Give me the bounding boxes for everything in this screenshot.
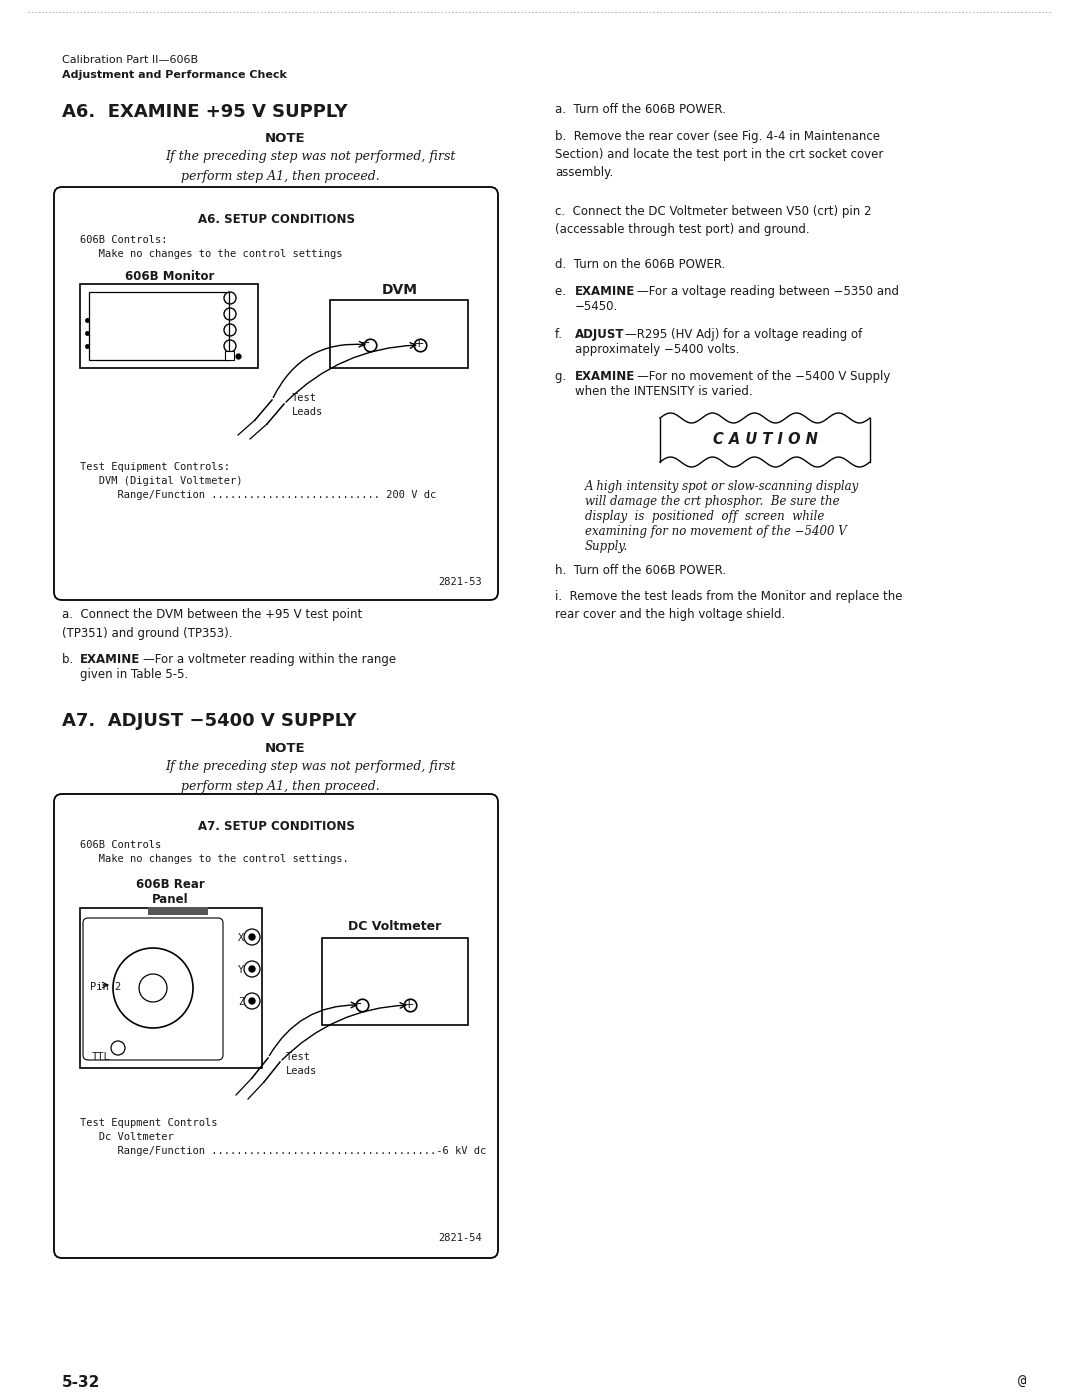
Text: DC Voltmeter: DC Voltmeter <box>349 921 442 933</box>
Text: Test
Leads: Test Leads <box>292 393 323 416</box>
Text: —R295 (HV Adj) for a voltage reading of: —R295 (HV Adj) for a voltage reading of <box>625 328 862 341</box>
Text: approximately −5400 volts.: approximately −5400 volts. <box>575 344 740 356</box>
Text: DVM (Digital Voltmeter): DVM (Digital Voltmeter) <box>80 476 243 486</box>
Text: Panel: Panel <box>151 893 188 907</box>
Text: display  is  positioned  off  screen  while: display is positioned off screen while <box>585 510 824 522</box>
Text: Supply.: Supply. <box>585 541 629 553</box>
Text: Make no changes to the control settings: Make no changes to the control settings <box>80 249 342 258</box>
Text: Calibration Part II—606B: Calibration Part II—606B <box>62 54 198 66</box>
Text: Make no changes to the control settings.: Make no changes to the control settings. <box>80 854 349 863</box>
Text: given in Table 5-5.: given in Table 5-5. <box>80 668 188 680</box>
Text: EXAMINE: EXAMINE <box>575 370 635 383</box>
Text: —For a voltage reading between −5350 and: —For a voltage reading between −5350 and <box>637 285 899 298</box>
Text: NOTE: NOTE <box>265 742 306 754</box>
Text: DVM: DVM <box>382 284 418 298</box>
Text: h.  Turn off the 606B POWER.: h. Turn off the 606B POWER. <box>555 564 726 577</box>
Circle shape <box>249 997 255 1004</box>
Text: A high intensity spot or slow-scanning display: A high intensity spot or slow-scanning d… <box>585 481 860 493</box>
Text: 2821-53: 2821-53 <box>438 577 482 587</box>
Text: 5-32: 5-32 <box>62 1375 100 1390</box>
Bar <box>89 292 229 360</box>
Text: +: + <box>414 337 424 351</box>
FancyBboxPatch shape <box>83 918 222 1060</box>
FancyBboxPatch shape <box>54 187 498 599</box>
Text: −: − <box>360 337 370 351</box>
Text: Test
Leads: Test Leads <box>286 1052 318 1076</box>
Text: Dc Voltmeter: Dc Voltmeter <box>80 1132 174 1141</box>
Text: 606B Controls: 606B Controls <box>80 840 161 849</box>
Text: If the preceding step was not performed, first
    perform step A1, then proceed: If the preceding step was not performed,… <box>165 760 456 793</box>
Text: Range/Function ....................................-6 kV dc: Range/Function .........................… <box>80 1146 486 1155</box>
Text: C A U T I O N: C A U T I O N <box>713 433 818 447</box>
Text: Adjustment and Performance Check: Adjustment and Performance Check <box>62 70 287 80</box>
Text: +: + <box>404 997 415 1011</box>
Text: 606B Rear: 606B Rear <box>136 877 204 891</box>
Text: e.: e. <box>555 285 570 298</box>
Text: Pin 2: Pin 2 <box>90 982 121 992</box>
Text: Y: Y <box>238 965 244 975</box>
Text: A7. SETUP CONDITIONS: A7. SETUP CONDITIONS <box>198 820 354 833</box>
Text: −5450.: −5450. <box>575 300 618 313</box>
Text: ADJUST: ADJUST <box>575 328 624 341</box>
Text: NOTE: NOTE <box>265 131 306 145</box>
Text: a.  Turn off the 606B POWER.: a. Turn off the 606B POWER. <box>555 103 726 116</box>
Text: Test Equpment Controls: Test Equpment Controls <box>80 1118 217 1127</box>
Text: examining for no movement of the −5400 V: examining for no movement of the −5400 V <box>585 525 847 538</box>
Bar <box>80 908 262 1067</box>
Text: If the preceding step was not performed, first
    perform step A1, then proceed: If the preceding step was not performed,… <box>165 149 456 183</box>
FancyBboxPatch shape <box>54 793 498 1259</box>
Text: EXAMINE: EXAMINE <box>80 652 140 666</box>
Text: 2821-54: 2821-54 <box>438 1234 482 1243</box>
Text: b.: b. <box>62 652 77 666</box>
Text: @: @ <box>1018 1375 1026 1389</box>
Text: i.  Remove the test leads from the Monitor and replace the
rear cover and the hi: i. Remove the test leads from the Monito… <box>555 590 903 622</box>
Text: b.  Remove the rear cover (see Fig. 4-4 in Maintenance
Section) and locate the t: b. Remove the rear cover (see Fig. 4-4 i… <box>555 130 883 179</box>
Text: X: X <box>238 933 244 943</box>
Text: 606B Controls:: 606B Controls: <box>80 235 167 244</box>
Circle shape <box>249 935 255 940</box>
Text: A6. SETUP CONDITIONS: A6. SETUP CONDITIONS <box>198 212 354 226</box>
Text: Test Equipment Controls:: Test Equipment Controls: <box>80 462 230 472</box>
Text: −: − <box>352 997 362 1011</box>
Bar <box>225 351 234 360</box>
Text: Z: Z <box>238 997 244 1007</box>
Text: —For a voltmeter reading within the range: —For a voltmeter reading within the rang… <box>143 652 396 666</box>
Text: d.  Turn on the 606B POWER.: d. Turn on the 606B POWER. <box>555 258 726 271</box>
Text: TTL: TTL <box>92 1052 111 1062</box>
Text: A7.  ADJUST −5400 V SUPPLY: A7. ADJUST −5400 V SUPPLY <box>62 712 356 731</box>
Bar <box>330 300 468 367</box>
Text: when the INTENSITY is varied.: when the INTENSITY is varied. <box>575 386 753 398</box>
Bar <box>322 937 468 1025</box>
Text: —For no movement of the −5400 V Supply: —For no movement of the −5400 V Supply <box>637 370 890 383</box>
Text: f.: f. <box>555 328 566 341</box>
Text: c.  Connect the DC Voltmeter between V50 (crt) pin 2
(accessable through test po: c. Connect the DC Voltmeter between V50 … <box>555 205 872 236</box>
Bar <box>80 284 258 367</box>
Text: A6.  EXAMINE +95 V SUPPLY: A6. EXAMINE +95 V SUPPLY <box>62 103 348 122</box>
Text: g.: g. <box>555 370 570 383</box>
Text: 606B Monitor: 606B Monitor <box>125 270 215 284</box>
Circle shape <box>249 965 255 972</box>
Text: EXAMINE: EXAMINE <box>575 285 635 298</box>
Text: a.  Connect the DVM between the +95 V test point
(TP351) and ground (TP353).: a. Connect the DVM between the +95 V tes… <box>62 608 362 640</box>
Text: Range/Function ........................... 200 V dc: Range/Function .........................… <box>80 490 436 500</box>
Text: will damage the crt phosphor.  Be sure the: will damage the crt phosphor. Be sure th… <box>585 495 839 509</box>
Bar <box>148 907 208 915</box>
